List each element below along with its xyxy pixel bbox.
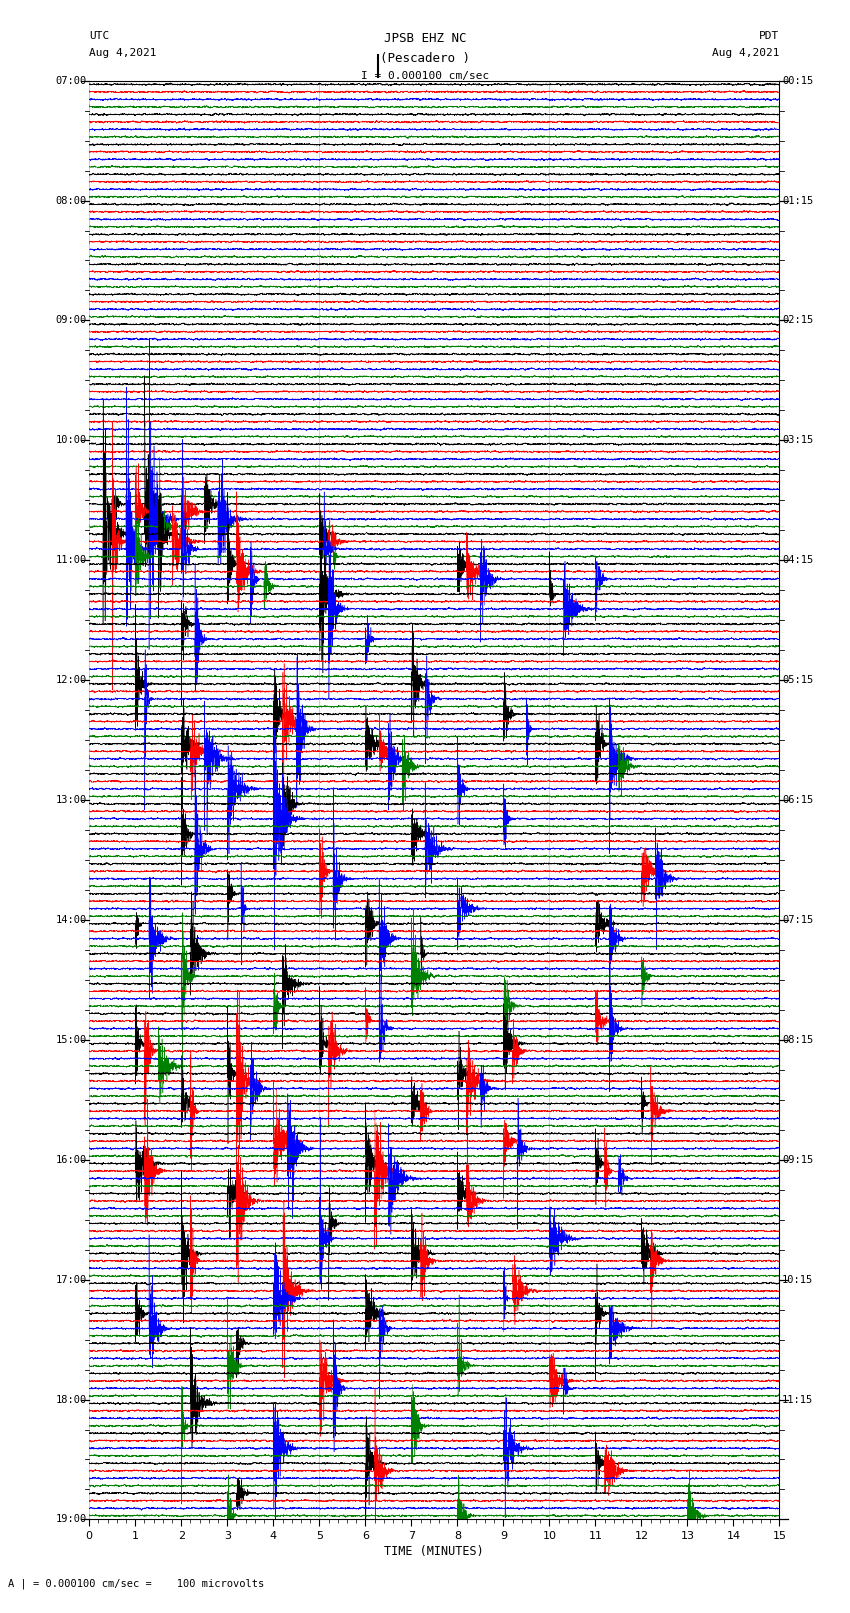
- Text: 08:00: 08:00: [55, 195, 87, 205]
- Text: 07:15: 07:15: [782, 915, 813, 924]
- Text: 02:15: 02:15: [782, 316, 813, 326]
- Text: PDT: PDT: [759, 31, 779, 40]
- Text: Aug 4,2021: Aug 4,2021: [712, 48, 779, 58]
- Text: 08:15: 08:15: [782, 1036, 813, 1045]
- Text: 13:00: 13:00: [55, 795, 87, 805]
- Text: 16:00: 16:00: [55, 1155, 87, 1165]
- Text: JPSB EHZ NC: JPSB EHZ NC: [383, 32, 467, 45]
- Text: 04:15: 04:15: [782, 555, 813, 565]
- Text: A | = 0.000100 cm/sec =    100 microvolts: A | = 0.000100 cm/sec = 100 microvolts: [8, 1578, 264, 1589]
- Text: 10:00: 10:00: [55, 436, 87, 445]
- Text: 09:00: 09:00: [55, 316, 87, 326]
- Text: 03:15: 03:15: [782, 436, 813, 445]
- Text: 14:00: 14:00: [55, 915, 87, 924]
- Text: 01:15: 01:15: [782, 195, 813, 205]
- Text: 11:00: 11:00: [55, 555, 87, 565]
- Text: 18:00: 18:00: [55, 1395, 87, 1405]
- Text: Aug 4,2021: Aug 4,2021: [89, 48, 156, 58]
- Text: 00:15: 00:15: [782, 76, 813, 85]
- X-axis label: TIME (MINUTES): TIME (MINUTES): [384, 1545, 484, 1558]
- Text: 10:15: 10:15: [782, 1274, 813, 1284]
- Text: I = 0.000100 cm/sec: I = 0.000100 cm/sec: [361, 71, 489, 81]
- Text: 05:15: 05:15: [782, 676, 813, 686]
- Text: 17:00: 17:00: [55, 1274, 87, 1284]
- Text: (Pescadero ): (Pescadero ): [380, 52, 470, 65]
- Text: 12:00: 12:00: [55, 676, 87, 686]
- Text: 11:15: 11:15: [782, 1395, 813, 1405]
- Text: UTC: UTC: [89, 31, 110, 40]
- Text: 19:00: 19:00: [55, 1515, 87, 1524]
- Text: 07:00: 07:00: [55, 76, 87, 85]
- Text: 06:15: 06:15: [782, 795, 813, 805]
- Text: 09:15: 09:15: [782, 1155, 813, 1165]
- Text: 15:00: 15:00: [55, 1036, 87, 1045]
